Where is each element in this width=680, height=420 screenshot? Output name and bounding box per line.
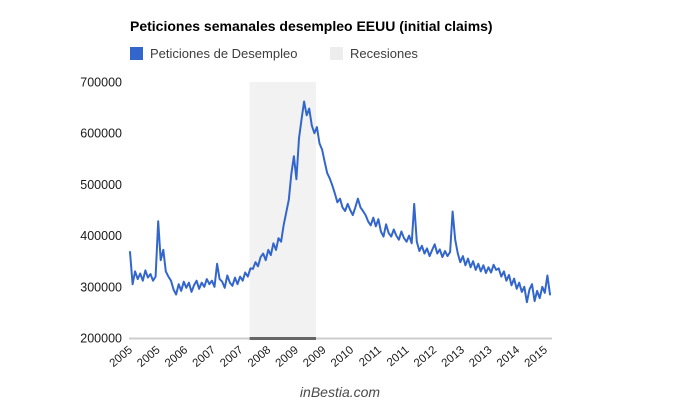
x-axis-label: 2015	[523, 344, 550, 370]
x-axis-label: 2005	[135, 344, 162, 370]
y-axis-label: 700000	[80, 76, 122, 90]
x-axis-label: 2013	[467, 344, 494, 370]
x-axis-label: 2007	[191, 344, 218, 370]
legend-item-claims: Peticiones de Desempleo	[130, 46, 297, 61]
x-axis-label: 2013	[440, 344, 467, 370]
x-axis-label: 2011	[385, 344, 412, 369]
x-axis-label: 2012	[412, 344, 439, 370]
x-axis-label: 2006	[163, 344, 190, 370]
y-axis-label: 400000	[80, 229, 122, 243]
recession-band	[249, 82, 317, 338]
claims-line-series	[129, 100, 551, 304]
x-axis-label: 2011	[357, 344, 384, 369]
chart-title: Peticiones semanales desempleo EEUU (ini…	[130, 18, 493, 34]
legend-swatch-recessions-icon	[330, 47, 343, 60]
legend-swatch-claims-icon	[130, 47, 143, 60]
x-axis-label: 2007	[218, 344, 245, 370]
x-axis-label: 2008	[246, 344, 273, 370]
legend-label-recessions: Recesiones	[350, 46, 418, 61]
x-axis-label: 2010	[329, 344, 356, 370]
y-axis-label: 600000	[80, 127, 122, 141]
x-axis-label: 2014	[495, 344, 523, 370]
x-axis-label: 2009	[274, 344, 301, 370]
y-axis-label: 500000	[80, 178, 122, 192]
watermark: inBestia.com	[299, 384, 381, 400]
y-axis-label: 300000	[80, 280, 122, 294]
x-axis-label: 2005	[108, 344, 135, 370]
x-axis-label: 2009	[301, 344, 328, 370]
legend-item-recessions: Recesiones	[330, 46, 418, 61]
legend-label-claims: Peticiones de Desempleo	[150, 46, 298, 61]
y-axis-label: 200000	[80, 332, 122, 346]
